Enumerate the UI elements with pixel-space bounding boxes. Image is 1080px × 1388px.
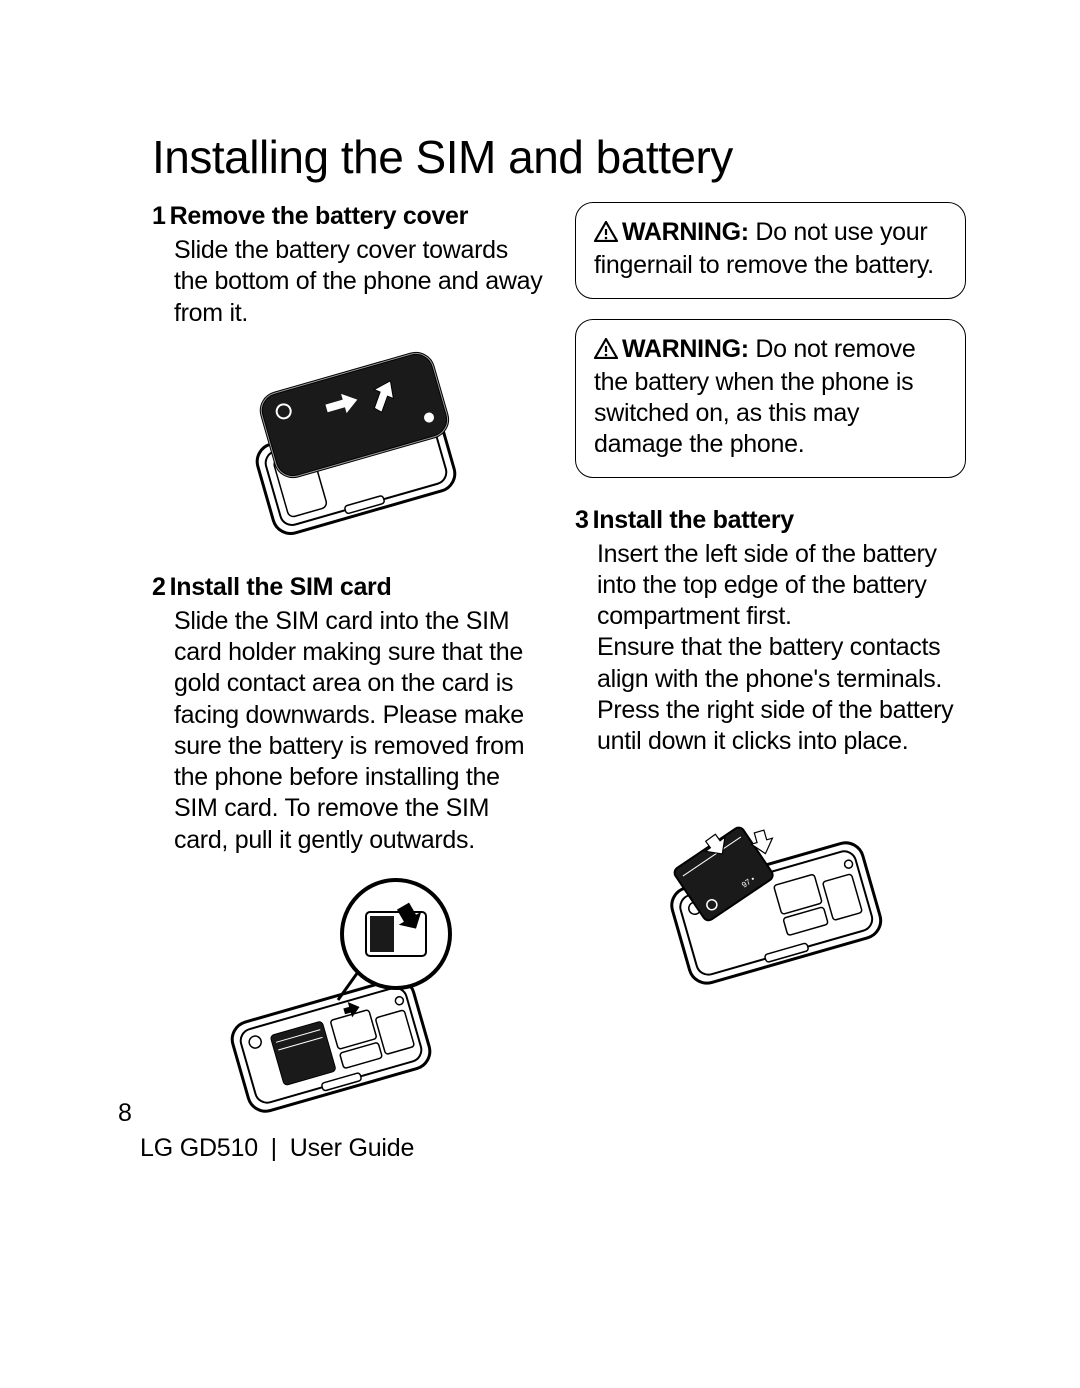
illustration-sim-install <box>152 872 543 1132</box>
step-1-body: Slide the battery cover towards the bott… <box>152 235 543 329</box>
warning-1: WARNING: Do not use your fingernail to r… <box>575 202 966 299</box>
left-column: 1Remove the battery cover Slide the batt… <box>152 202 543 1150</box>
step-1-title: Remove the battery cover <box>170 202 468 230</box>
step-3-body: Insert the left side of the battery into… <box>575 539 966 758</box>
footer-separator: | <box>271 1134 277 1162</box>
step-3-title: Install the battery <box>593 506 794 534</box>
footer-product: LG GD510 <box>140 1134 258 1162</box>
warning-1-label: WARNING: <box>622 218 749 246</box>
step-2-title: Install the SIM card <box>170 573 392 601</box>
illustration-cover-removal <box>152 345 543 555</box>
step-2-body: Slide the SIM card into the SIM card hol… <box>152 606 543 856</box>
step-3-heading: 3Install the battery <box>575 506 966 535</box>
warning-2-label: WARNING: <box>622 335 749 363</box>
page-number: 8 <box>112 1099 414 1128</box>
warning-2: WARNING: Do not remove the battery when … <box>575 319 966 478</box>
page-title: Installing the SIM and battery <box>152 130 966 184</box>
content-columns: 1Remove the battery cover Slide the batt… <box>152 202 966 1150</box>
step-1-heading: 1Remove the battery cover <box>152 202 543 231</box>
step-2-num: 2 <box>152 573 166 602</box>
illustration-battery-install: 97 • <box>575 787 966 1007</box>
step-3-num: 3 <box>575 506 589 535</box>
step-1: 1Remove the battery cover Slide the batt… <box>152 202 543 329</box>
page-footer: 8 LG GD510 | User Guide <box>112 1099 414 1163</box>
warning-icon <box>594 336 618 367</box>
warning-icon <box>594 219 618 250</box>
step-2: 2Install the SIM card Slide the SIM card… <box>152 573 543 856</box>
step-3: 3Install the battery Insert the left sid… <box>575 506 966 758</box>
step-2-heading: 2Install the SIM card <box>152 573 543 602</box>
step-1-num: 1 <box>152 202 166 231</box>
right-column: WARNING: Do not use your fingernail to r… <box>575 202 966 1150</box>
footer-doc: User Guide <box>290 1134 414 1162</box>
